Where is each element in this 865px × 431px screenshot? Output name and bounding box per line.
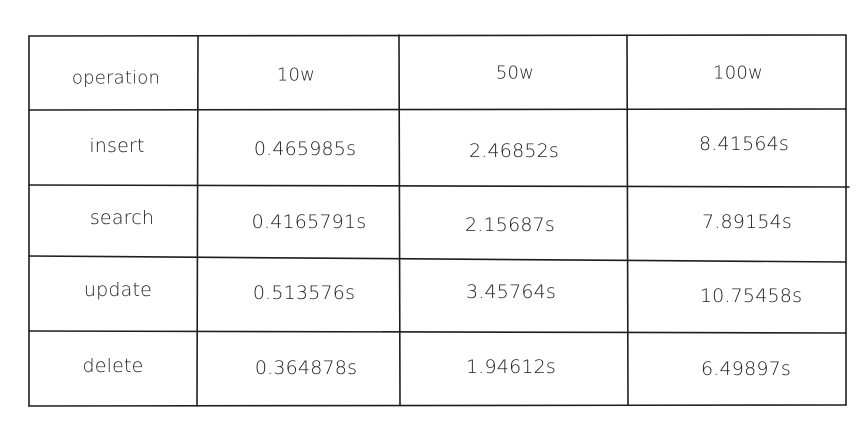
header-10w: 10w	[276, 64, 316, 86]
column-divider-2	[398, 34, 401, 406]
header-operation: operation	[71, 67, 161, 89]
row-insert-50w: 2.46852s	[468, 140, 560, 162]
row-delete-10w: 0.364878s	[254, 357, 358, 379]
row-search-100w: 7.89154s	[701, 211, 793, 233]
column-divider-3	[626, 34, 629, 406]
row-update-label: update	[83, 279, 153, 301]
header-50w: 50w	[495, 62, 535, 84]
row-search-label: search	[89, 207, 155, 229]
row-divider-4	[28, 330, 847, 334]
row-search-50w: 2.15687s	[464, 214, 556, 236]
table-border-bottom	[28, 404, 847, 407]
row-delete-label: delete	[82, 355, 144, 377]
row-insert-10w: 0.465985s	[253, 138, 357, 160]
row-divider-3	[28, 255, 847, 263]
column-divider-1	[196, 35, 199, 407]
row-update-100w: 10.75458s	[699, 285, 803, 307]
row-update-10w: 0.513576s	[252, 282, 356, 304]
row-divider-1	[28, 108, 847, 111]
row-delete-50w: 1.94612s	[465, 356, 557, 378]
row-divider-2	[28, 184, 850, 188]
row-delete-100w: 6.49897s	[700, 358, 792, 380]
row-update-50w: 3.45764s	[465, 281, 557, 303]
row-insert-100w: 8.41564s	[698, 133, 790, 155]
table-border-top	[28, 34, 847, 37]
row-insert-label: insert	[89, 135, 145, 157]
row-search-10w: 0.4165791s	[251, 211, 367, 233]
header-100w: 100w	[713, 62, 763, 84]
